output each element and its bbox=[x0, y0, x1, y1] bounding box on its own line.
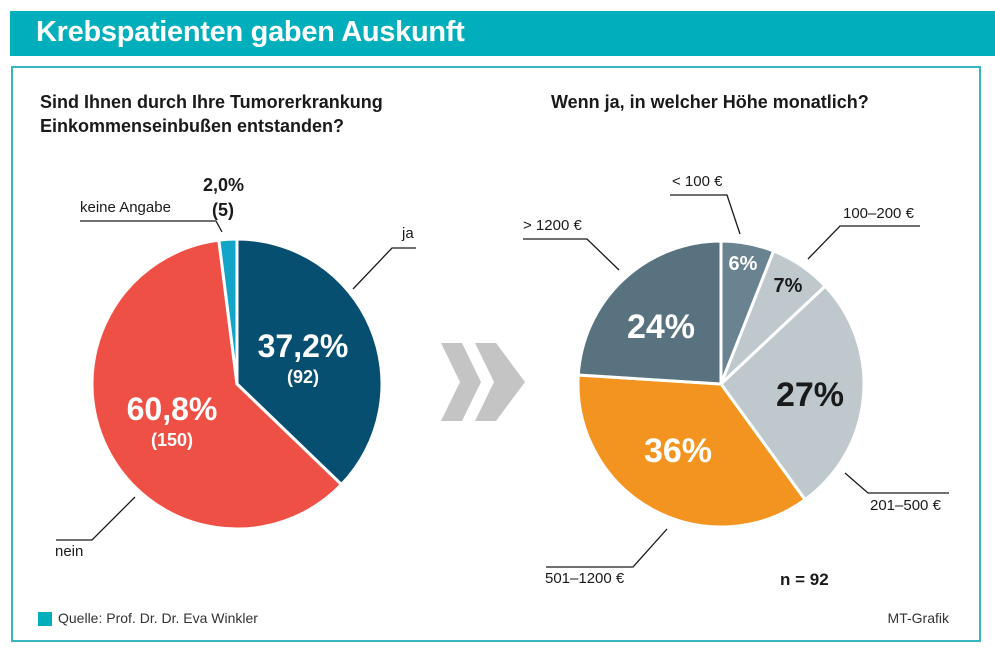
201-500-label: 201–500 € bbox=[870, 497, 941, 514]
left-leader-keine-angabe bbox=[80, 220, 223, 233]
credit-text: MT-Grafik bbox=[887, 610, 949, 626]
header-bar: Krebspatienten gaben Auskunft bbox=[10, 11, 995, 56]
501-1200-label: 501–1200 € bbox=[545, 570, 625, 587]
left-leader-nein bbox=[56, 496, 136, 541]
right-pie-slice-label-3: 36% bbox=[644, 432, 712, 470]
left-pie-slice-2 bbox=[217, 237, 239, 386]
right-leader-501-1200 bbox=[546, 528, 668, 568]
right-leader-100-200 bbox=[807, 225, 920, 260]
ja-label: ja bbox=[402, 225, 414, 242]
right-leader-201-500 bbox=[844, 472, 949, 494]
left-pie-slice-label-0: 37,2% bbox=[258, 328, 349, 364]
right-pie-slice-3 bbox=[576, 373, 807, 529]
left-title-line-1: Sind Ihnen durch Ihre Tumorerkrankung bbox=[40, 92, 383, 112]
gt1200-label: > 1200 € bbox=[523, 217, 582, 234]
right-leader-lt100 bbox=[670, 194, 741, 235]
source-text: Quelle: Prof. Dr. Dr. Eva Winkler bbox=[58, 610, 258, 626]
page-title: Krebspatienten gaben Auskunft bbox=[36, 16, 465, 48]
chevron-right-icon-1 bbox=[441, 343, 481, 421]
right-pie-slice-2 bbox=[719, 284, 866, 502]
keine-angabe-percent: 2,0% bbox=[203, 175, 245, 195]
nein-label: nein bbox=[55, 543, 84, 560]
left-pie-slice-count-1: (150) bbox=[151, 430, 193, 450]
left-pie-slice-1 bbox=[90, 238, 343, 531]
left-pie-slice-count-0: (92) bbox=[287, 367, 319, 387]
source-marker-icon bbox=[38, 612, 52, 626]
chart-frame bbox=[11, 66, 981, 642]
keine-angabe-label: keine Angabe bbox=[80, 199, 171, 216]
right-leader-gt1200 bbox=[523, 238, 620, 271]
sample-size: n = 92 bbox=[780, 570, 829, 589]
left-title-line-2: Einkommenseinbußen entstanden? bbox=[40, 116, 345, 136]
right-pie-slice-4 bbox=[576, 239, 723, 386]
100-200-label: 100–200 € bbox=[843, 205, 914, 222]
left-leader-ja bbox=[352, 247, 416, 290]
right-pie-slice-label-2: 27% bbox=[776, 376, 844, 414]
lt100-label: < 100 € bbox=[672, 173, 723, 190]
left-chart-title: Sind Ihnen durch Ihre Tumorerkrankung Ei… bbox=[40, 90, 383, 138]
right-chart-title: Wenn ja, in welcher Höhe monatlich? bbox=[551, 92, 869, 112]
right-pie-slice-label-4: 24% bbox=[627, 308, 695, 346]
left-pie-slice-0 bbox=[235, 237, 384, 487]
keine-angabe-count: (5) bbox=[212, 200, 234, 220]
left-pie-slice-label-1: 60,8% bbox=[127, 391, 218, 427]
right-pie-slice-label-0: 6% bbox=[729, 253, 758, 275]
chevron-right-icon-2 bbox=[475, 343, 525, 421]
right-pie-slice-label-1: 7% bbox=[774, 275, 803, 297]
